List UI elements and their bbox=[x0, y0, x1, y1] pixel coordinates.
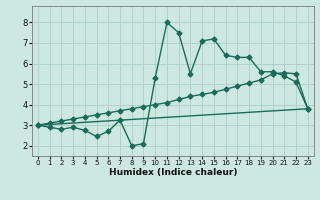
X-axis label: Humidex (Indice chaleur): Humidex (Indice chaleur) bbox=[108, 168, 237, 177]
